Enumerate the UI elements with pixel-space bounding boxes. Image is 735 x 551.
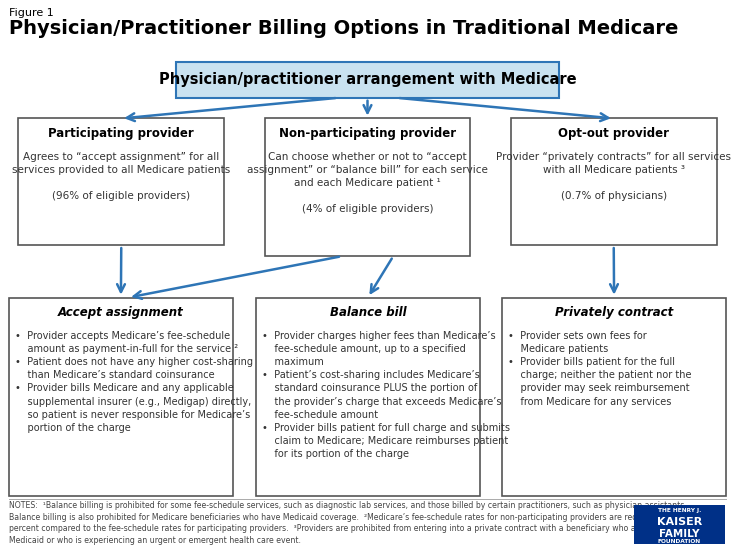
- Text: •  Provider accepts Medicare’s fee-schedule
    amount as payment-in-full for th: • Provider accepts Medicare’s fee-schedu…: [15, 331, 253, 433]
- Text: Non-participating provider: Non-participating provider: [279, 127, 456, 140]
- Text: Accept assignment: Accept assignment: [58, 306, 184, 319]
- Text: KAISER: KAISER: [657, 517, 702, 527]
- Text: •  Provider charges higher fees than Medicare’s
    fee-schedule amount, up to a: • Provider charges higher fees than Medi…: [262, 331, 509, 460]
- Text: Opt-out provider: Opt-out provider: [558, 127, 670, 140]
- Text: Participating provider: Participating provider: [49, 127, 194, 140]
- Text: Privately contract: Privately contract: [555, 306, 673, 319]
- FancyBboxPatch shape: [265, 118, 470, 256]
- Text: Physician/practitioner arrangement with Medicare: Physician/practitioner arrangement with …: [159, 72, 576, 88]
- FancyBboxPatch shape: [9, 298, 233, 496]
- Text: Physician/Practitioner Billing Options in Traditional Medicare: Physician/Practitioner Billing Options i…: [9, 19, 678, 38]
- Text: Figure 1: Figure 1: [9, 8, 54, 18]
- FancyBboxPatch shape: [176, 62, 559, 98]
- FancyBboxPatch shape: [18, 118, 224, 245]
- Text: Provider “privately contracts” for all services
with all Medicare patients ³

(0: Provider “privately contracts” for all s…: [496, 152, 731, 201]
- Text: FAMILY: FAMILY: [659, 529, 700, 539]
- FancyBboxPatch shape: [256, 298, 480, 496]
- Text: Can choose whether or not to “accept
assignment” or “balance bill” for each serv: Can choose whether or not to “accept ass…: [247, 152, 488, 214]
- FancyBboxPatch shape: [511, 118, 717, 245]
- Text: •  Provider sets own fees for
    Medicare patients
•  Provider bills patient fo: • Provider sets own fees for Medicare pa…: [508, 331, 692, 407]
- Text: FOUNDATION: FOUNDATION: [658, 539, 701, 544]
- Text: Balance bill: Balance bill: [329, 306, 406, 319]
- Text: THE HENRY J.: THE HENRY J.: [658, 508, 701, 513]
- Text: NOTES:  ¹Balance billing is prohibited for some fee-schedule services, such as d: NOTES: ¹Balance billing is prohibited fo…: [9, 501, 686, 545]
- FancyBboxPatch shape: [634, 505, 725, 544]
- Text: Agrees to “accept assignment” for all
services provided to all Medicare patients: Agrees to “accept assignment” for all se…: [12, 152, 230, 201]
- FancyBboxPatch shape: [502, 298, 726, 496]
